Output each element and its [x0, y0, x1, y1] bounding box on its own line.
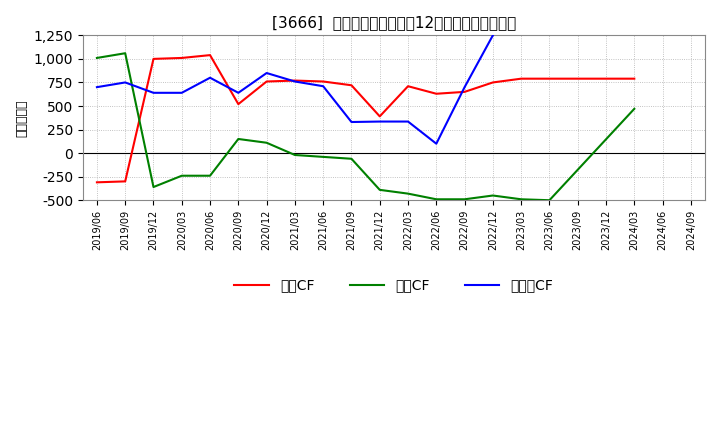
- フリーCF: [489, 33, 498, 38]
- 投資CF: [234, 136, 243, 142]
- Title: [3666]  キャッシュフローの12か月移動合計の推移: [3666] キャッシュフローの12か月移動合計の推移: [271, 15, 516, 30]
- 投資CF: [630, 106, 639, 111]
- 営業CF: [319, 79, 328, 84]
- 営業CF: [489, 80, 498, 85]
- 投資CF: [460, 197, 469, 202]
- Line: フリーCF: フリーCF: [97, 35, 493, 144]
- フリーCF: [177, 90, 186, 95]
- フリーCF: [404, 119, 413, 124]
- 営業CF: [404, 84, 413, 89]
- フリーCF: [206, 75, 215, 81]
- フリーCF: [291, 79, 300, 84]
- 投資CF: [291, 152, 300, 158]
- Legend: 営業CF, 投資CF, フリーCF: 営業CF, 投資CF, フリーCF: [229, 273, 559, 298]
- 投資CF: [347, 156, 356, 161]
- 投資CF: [319, 154, 328, 160]
- Y-axis label: （百万円）: （百万円）: [15, 99, 28, 136]
- フリーCF: [319, 84, 328, 89]
- 営業CF: [177, 55, 186, 61]
- 投資CF: [517, 197, 526, 202]
- 投資CF: [177, 173, 186, 178]
- フリーCF: [262, 70, 271, 76]
- 投資CF: [432, 197, 441, 202]
- 投資CF: [206, 173, 215, 178]
- Line: 営業CF: 営業CF: [97, 55, 634, 182]
- 投資CF: [262, 140, 271, 145]
- 営業CF: [93, 180, 102, 185]
- 営業CF: [262, 79, 271, 84]
- フリーCF: [121, 80, 130, 85]
- フリーCF: [375, 119, 384, 124]
- 投資CF: [489, 193, 498, 198]
- 投資CF: [404, 191, 413, 196]
- 営業CF: [517, 76, 526, 81]
- 投資CF: [149, 184, 158, 190]
- フリーCF: [432, 141, 441, 147]
- 営業CF: [347, 83, 356, 88]
- 営業CF: [291, 78, 300, 83]
- 営業CF: [149, 56, 158, 62]
- 投資CF: [545, 198, 554, 203]
- 投資CF: [121, 51, 130, 56]
- 営業CF: [234, 102, 243, 107]
- Line: 投資CF: 投資CF: [97, 53, 634, 200]
- フリーCF: [149, 90, 158, 95]
- 営業CF: [375, 114, 384, 119]
- フリーCF: [460, 84, 469, 90]
- フリーCF: [347, 119, 356, 125]
- 営業CF: [630, 76, 639, 81]
- 営業CF: [432, 91, 441, 96]
- 投資CF: [93, 55, 102, 61]
- 営業CF: [206, 52, 215, 58]
- 営業CF: [460, 89, 469, 95]
- フリーCF: [93, 84, 102, 90]
- 営業CF: [121, 179, 130, 184]
- フリーCF: [234, 90, 243, 95]
- 投資CF: [375, 187, 384, 192]
